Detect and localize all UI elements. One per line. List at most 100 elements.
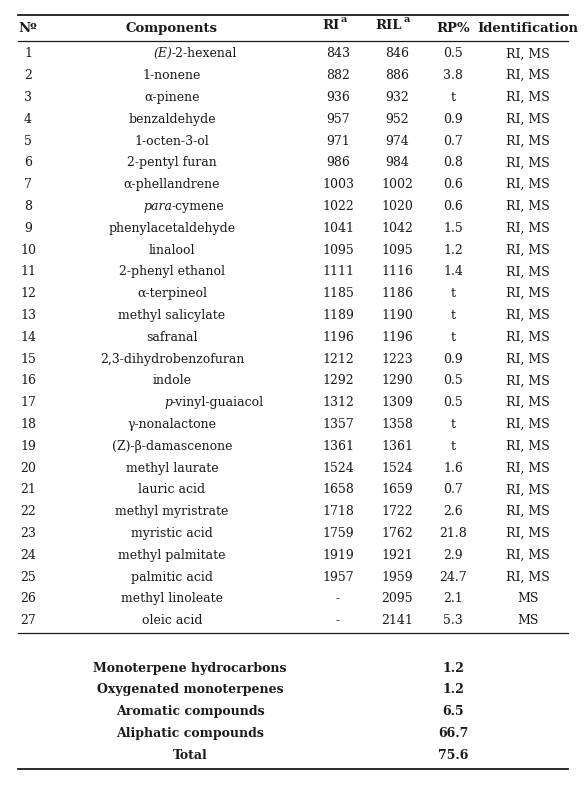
Text: 1361: 1361	[322, 440, 354, 453]
Text: lauric acid: lauric acid	[138, 483, 206, 497]
Text: 1189: 1189	[322, 309, 354, 322]
Text: 952: 952	[385, 113, 409, 126]
Text: 1357: 1357	[322, 418, 354, 431]
Text: -cymene: -cymene	[172, 200, 225, 213]
Text: RI, MS: RI, MS	[506, 265, 550, 279]
Text: 24.7: 24.7	[439, 571, 467, 583]
Text: -vinyl-guaiacol: -vinyl-guaiacol	[172, 396, 264, 409]
Text: 882: 882	[326, 69, 350, 82]
Text: t: t	[451, 287, 455, 300]
Text: RI, MS: RI, MS	[506, 287, 550, 300]
Text: RI, MS: RI, MS	[506, 375, 550, 387]
Text: Aromatic compounds: Aromatic compounds	[115, 705, 264, 719]
Text: 2-phenyl ethanol: 2-phenyl ethanol	[119, 265, 225, 279]
Text: 2.1: 2.1	[443, 593, 463, 605]
Text: 0.6: 0.6	[443, 178, 463, 191]
Text: benzaldehyde: benzaldehyde	[128, 113, 216, 126]
Text: 2: 2	[24, 69, 32, 82]
Text: RI, MS: RI, MS	[506, 69, 550, 82]
Text: 20: 20	[20, 461, 36, 475]
Text: 1185: 1185	[322, 287, 354, 300]
Text: 22: 22	[20, 505, 36, 518]
Text: RI, MS: RI, MS	[506, 47, 550, 61]
Text: 1212: 1212	[322, 353, 354, 365]
Text: RI, MS: RI, MS	[506, 243, 550, 257]
Text: 13: 13	[20, 309, 36, 322]
Text: RI, MS: RI, MS	[506, 440, 550, 453]
Text: 1: 1	[24, 47, 32, 61]
Text: 17: 17	[20, 396, 36, 409]
Text: 974: 974	[385, 135, 409, 147]
Text: RI, MS: RI, MS	[506, 200, 550, 213]
Text: t: t	[451, 91, 455, 104]
Text: 66.7: 66.7	[438, 727, 468, 740]
Text: γ-nonalactone: γ-nonalactone	[128, 418, 216, 431]
Text: 971: 971	[326, 135, 350, 147]
Text: 2-pentyl furan: 2-pentyl furan	[127, 157, 217, 169]
Text: palmitic acid: palmitic acid	[131, 571, 213, 583]
Text: Nº: Nº	[19, 22, 38, 35]
Text: RI, MS: RI, MS	[506, 571, 550, 583]
Text: RI, MS: RI, MS	[506, 527, 550, 540]
Text: RP%: RP%	[436, 22, 470, 35]
Text: 1290: 1290	[381, 375, 413, 387]
Text: myristic acid: myristic acid	[131, 527, 213, 540]
Text: 8: 8	[24, 200, 32, 213]
Text: RI, MS: RI, MS	[506, 483, 550, 497]
Text: 16: 16	[20, 375, 36, 387]
Text: α-pinene: α-pinene	[144, 91, 200, 104]
Text: 1095: 1095	[381, 243, 413, 257]
Text: 2.6: 2.6	[443, 505, 463, 518]
Text: 11: 11	[20, 265, 36, 279]
Text: Total: Total	[173, 748, 207, 762]
Text: -: -	[336, 614, 340, 627]
Text: RIL: RIL	[376, 19, 402, 32]
Text: 1921: 1921	[381, 549, 413, 562]
Text: 1-nonene: 1-nonene	[143, 69, 201, 82]
Text: 1186: 1186	[381, 287, 413, 300]
Text: 1-octen-3-ol: 1-octen-3-ol	[135, 135, 209, 147]
Text: 5.3: 5.3	[443, 614, 463, 627]
Text: RI, MS: RI, MS	[506, 157, 550, 169]
Text: 957: 957	[326, 113, 350, 126]
Text: RI, MS: RI, MS	[506, 418, 550, 431]
Text: 18: 18	[20, 418, 36, 431]
Text: 24: 24	[20, 549, 36, 562]
Text: Oxygenated monoterpenes: Oxygenated monoterpenes	[97, 683, 283, 696]
Text: RI, MS: RI, MS	[506, 135, 550, 147]
Text: 1718: 1718	[322, 505, 354, 518]
Text: α-phellandrene: α-phellandrene	[124, 178, 220, 191]
Text: 1003: 1003	[322, 178, 354, 191]
Text: 0.6: 0.6	[443, 200, 463, 213]
Text: 846: 846	[385, 47, 409, 61]
Text: 2,3-dihydrobenzofuran: 2,3-dihydrobenzofuran	[100, 353, 244, 365]
Text: 19: 19	[20, 440, 36, 453]
Text: 1759: 1759	[322, 527, 354, 540]
Text: indole: indole	[152, 375, 192, 387]
Text: Identification: Identification	[478, 22, 578, 35]
Text: 0.9: 0.9	[443, 353, 463, 365]
Text: a: a	[404, 15, 410, 24]
Text: Monoterpene hydrocarbons: Monoterpene hydrocarbons	[93, 662, 287, 674]
Text: 1722: 1722	[381, 505, 413, 518]
Text: RI, MS: RI, MS	[506, 353, 550, 365]
Text: 21: 21	[20, 483, 36, 497]
Text: MS: MS	[517, 593, 539, 605]
Text: 1.2: 1.2	[442, 662, 464, 674]
Text: 0.9: 0.9	[443, 113, 463, 126]
Text: 5: 5	[24, 135, 32, 147]
Text: 14: 14	[20, 331, 36, 344]
Text: 23: 23	[20, 527, 36, 540]
Text: 1.2: 1.2	[442, 683, 464, 696]
Text: 3: 3	[24, 91, 32, 104]
Text: 1.6: 1.6	[443, 461, 463, 475]
Text: 1659: 1659	[381, 483, 413, 497]
Text: 25: 25	[20, 571, 36, 583]
Text: 9: 9	[24, 222, 32, 235]
Text: 1190: 1190	[381, 309, 413, 322]
Text: RI, MS: RI, MS	[506, 331, 550, 344]
Text: 1095: 1095	[322, 243, 354, 257]
Text: -2-hexenal: -2-hexenal	[172, 47, 237, 61]
Text: 1524: 1524	[322, 461, 354, 475]
Text: t: t	[451, 331, 455, 344]
